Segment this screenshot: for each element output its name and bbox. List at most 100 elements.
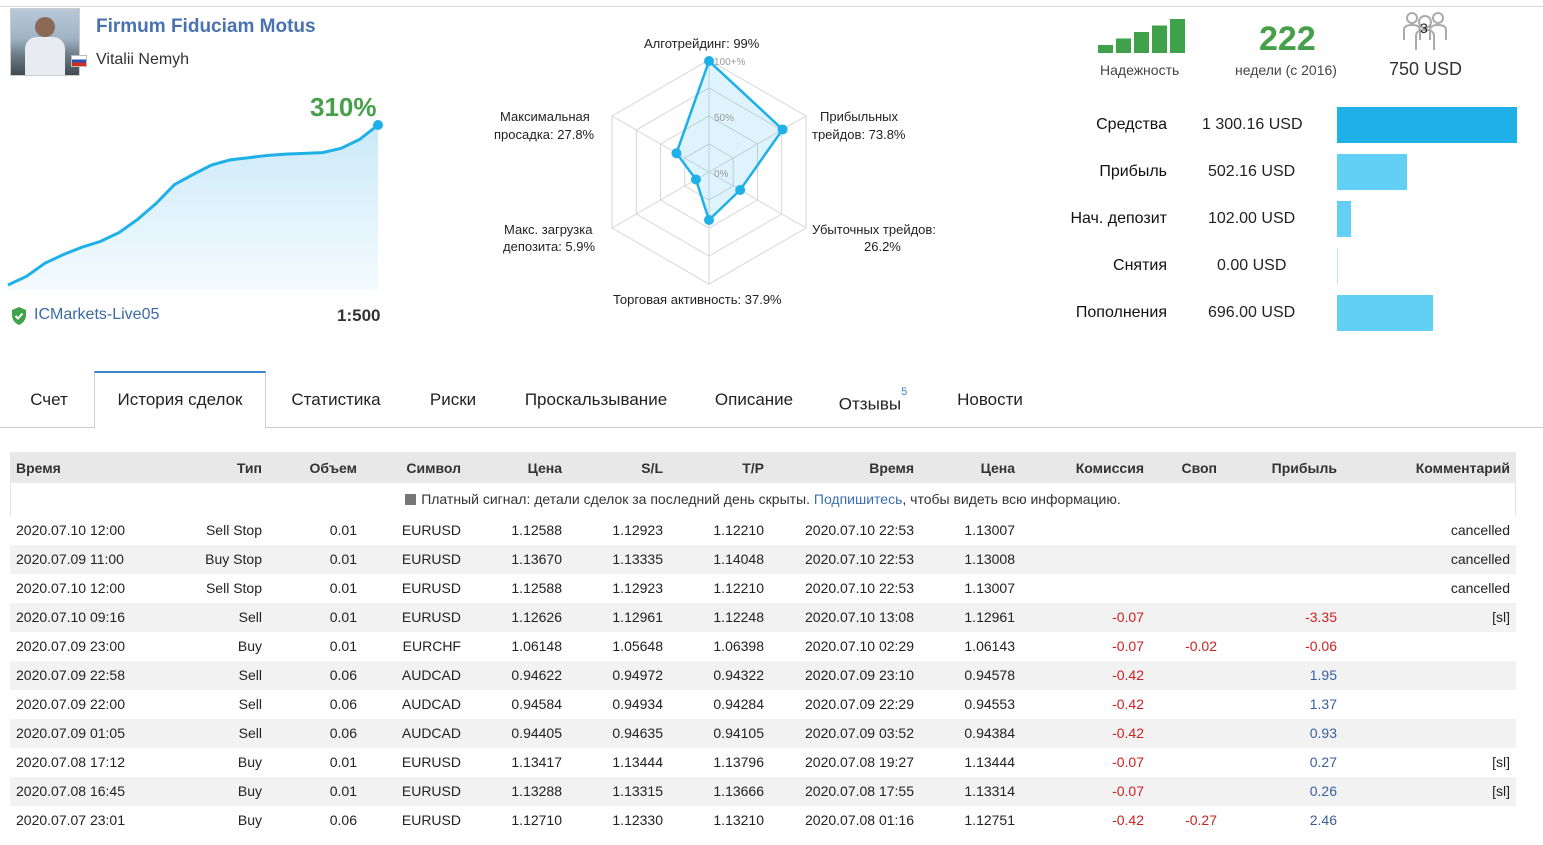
table-cell: 0.94405	[511, 725, 562, 741]
subscription-price: 750 USD	[1389, 59, 1463, 79]
reliability-bar-1	[1116, 38, 1131, 53]
radar-point-2	[735, 184, 746, 195]
radar-label-loss-2: 26.2%	[864, 239, 901, 254]
table-cell: 2020.07.10 12:00	[16, 522, 125, 538]
radar-label-profit-1: Прибыльных	[820, 109, 899, 124]
column-header[interactable]: Время	[869, 460, 914, 476]
table-row: 2020.07.09 22:00 Sell 0.06 AUDCAD 0.94584 0.9…	[10, 690, 1516, 719]
table-cell: Buy	[237, 754, 262, 770]
table-cell: -0.07	[1112, 638, 1144, 654]
table-cell: 2020.07.08 17:12	[16, 754, 125, 770]
table-cell: 1.13008	[964, 551, 1015, 567]
table-cell: 1.12626	[511, 609, 562, 625]
table-cell: 2020.07.07 23:01	[16, 812, 125, 828]
stat-bar	[1337, 154, 1407, 190]
column-header[interactable]: Прибыль	[1271, 460, 1337, 476]
reviews-count-badge: 5	[901, 386, 908, 398]
table-cell: 2020.07.08 19:27	[805, 754, 914, 770]
column-header[interactable]: Символ	[406, 460, 461, 476]
table-cell: 1.12751	[964, 812, 1015, 828]
table-cell: 2020.07.09 23:00	[16, 638, 125, 654]
tab-risks[interactable]: Риски	[429, 390, 477, 409]
table-cell: 0.26	[1309, 783, 1337, 799]
table-cell: 0.94584	[511, 696, 562, 712]
column-header[interactable]: Цена	[527, 460, 562, 476]
table-header: Время Тип Объем Символ Цена S/L T/P Время Цена Ко…	[10, 452, 1516, 483]
subscribe-link[interactable]: Подпишитесь	[813, 491, 903, 507]
table-cell: 2020.07.10 22:53	[805, 551, 914, 567]
table-cell: AUDCAD	[401, 696, 461, 712]
reliability-bar-2	[1134, 32, 1149, 53]
table-cell: 2020.07.09 22:58	[16, 667, 125, 683]
column-header[interactable]: T/P	[742, 460, 764, 476]
stat-value: 0.00 USD	[1217, 257, 1287, 274]
table-cell: 0.93	[1309, 725, 1337, 741]
table-cell: 1.12961	[612, 609, 663, 625]
column-header[interactable]: Комментарий	[1415, 460, 1510, 476]
table-cell: 1.13796	[713, 754, 764, 770]
column-header[interactable]: S/L	[641, 460, 663, 476]
table-cell: 1.13417	[511, 754, 562, 770]
table-cell: 2.46	[1309, 812, 1337, 828]
radar-point-1	[777, 124, 788, 135]
tab-trade-history[interactable]: История сделок	[94, 371, 266, 429]
table-cell: 0.01	[329, 783, 357, 799]
column-header[interactable]: Цена	[980, 460, 1015, 476]
table-cell: 1.12588	[511, 522, 562, 538]
table-row: 2020.07.09 23:00 Buy 0.01 EURCHF 1.06148 1.05…	[10, 632, 1516, 661]
paid-signal-notice: Платный сигнал: детали сделок за последн…	[10, 483, 1516, 516]
table-cell: Sell Stop	[205, 580, 262, 596]
broker-server-link[interactable]: ICMarkets-Live05	[34, 306, 160, 323]
table-cell: EURUSD	[401, 812, 461, 828]
column-header[interactable]: Тип	[236, 460, 262, 476]
column-header[interactable]: Комиссия	[1075, 460, 1144, 476]
tab-reviews[interactable]: Отзывы5	[838, 386, 908, 414]
table-cell: 1.12710	[511, 812, 562, 828]
column-header[interactable]: Объем	[309, 460, 357, 476]
reliability-bar-3	[1152, 25, 1167, 53]
author-name[interactable]: Vitalii Nemyh	[96, 51, 190, 68]
table-cell: 1.12210	[713, 522, 764, 538]
column-header[interactable]: Своп	[1181, 460, 1217, 476]
table-cell: 1.13335	[612, 551, 663, 567]
stat-bar	[1337, 107, 1517, 143]
notice-text: Платный сигнал: детали сделок за последн…	[421, 491, 814, 507]
table-cell: 1.12588	[511, 580, 562, 596]
russia-flag-icon	[71, 55, 87, 67]
table-cell: 0.94284	[713, 696, 764, 712]
tab-description[interactable]: Описание	[714, 390, 794, 409]
radar-label-algo: Алготрейдинг: 99%	[644, 36, 760, 51]
table-cell: -0.07	[1112, 609, 1144, 625]
table-cell: 1.13444	[964, 754, 1015, 770]
table-cell: 0.01	[329, 522, 357, 538]
table-cell: 0.06	[329, 696, 357, 712]
stat-label: Пополнения	[1075, 304, 1167, 321]
table-cell: Buy	[237, 638, 262, 654]
radar-shape	[675, 58, 785, 223]
table-cell: -0.42	[1112, 696, 1144, 712]
table-cell: 1.13670	[511, 551, 562, 567]
lock-icon	[405, 494, 417, 505]
table-cell: -3.35	[1305, 609, 1337, 625]
table-cell: Sell	[238, 667, 262, 683]
radar-point-4	[690, 174, 701, 185]
table-cell: cancelled	[1450, 551, 1510, 567]
table-cell: 1.13444	[612, 754, 663, 770]
subscribers-count: 3	[1420, 20, 1428, 36]
tab-account[interactable]: Счет	[30, 390, 68, 409]
tab-slippage[interactable]: Проскальзывание	[524, 390, 668, 409]
table-row: 2020.07.10 12:00 Sell Stop 0.01 EURUSD 1.125…	[10, 574, 1516, 603]
avatar[interactable]	[10, 8, 80, 76]
table-cell: EURUSD	[401, 522, 461, 538]
table-cell: 2020.07.08 17:55	[805, 783, 914, 799]
tab-news[interactable]: Новости	[957, 390, 1023, 409]
column-header[interactable]: Время	[16, 460, 61, 476]
table-cell: 2020.07.10 13:08	[805, 609, 914, 625]
table-cell: 0.06	[329, 725, 357, 741]
radar-chart: 100+% 50% 0%	[611, 56, 807, 285]
radar-label-loss-1: Убыточных трейдов:	[812, 222, 936, 237]
tab-statistics[interactable]: Статистика	[291, 390, 381, 409]
signal-name[interactable]: Firmum Fiduciam Motus	[96, 16, 316, 37]
table-cell: 0.94578	[964, 667, 1015, 683]
table-cell: 1.12210	[713, 580, 764, 596]
